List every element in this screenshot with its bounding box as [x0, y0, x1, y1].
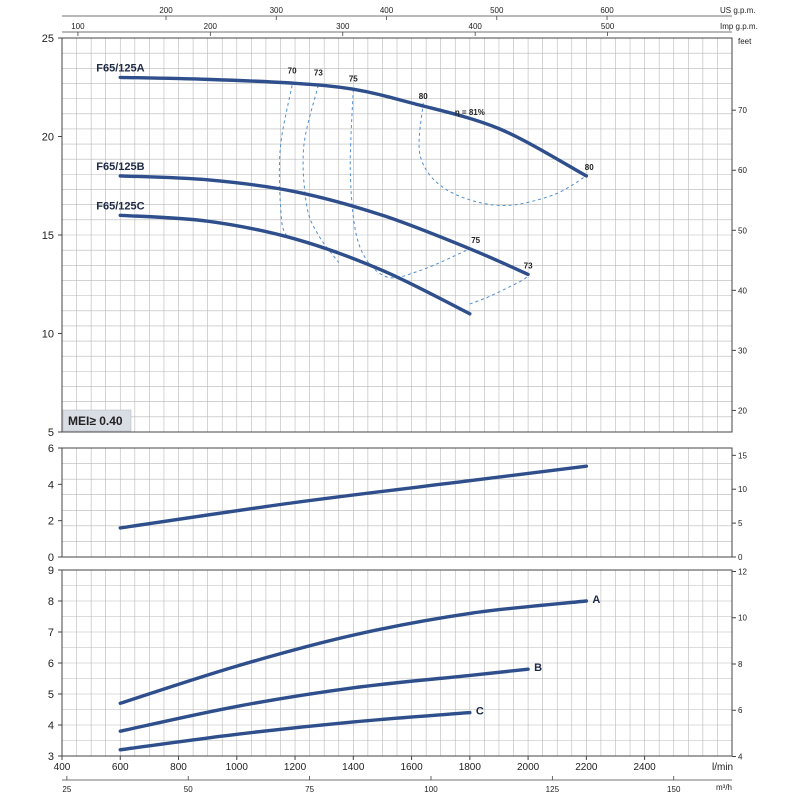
m3h-tick-label: 75: [305, 785, 314, 794]
efficiency-contour-73: [302, 85, 340, 263]
right-tick-label: 5: [738, 519, 743, 528]
y-tick-label: 2: [48, 516, 54, 528]
x-tick-label: 1600: [400, 762, 423, 773]
y-tick-label: 5: [48, 427, 54, 439]
y-tick-label: 10: [42, 329, 54, 341]
top-us-tick-label: 600: [600, 6, 614, 15]
efficiency-label: 80: [585, 163, 594, 172]
x-tick-label: 1000: [226, 762, 249, 773]
right-tick-label: 10: [738, 614, 747, 623]
right-tick-label: 30: [738, 346, 747, 355]
y-tick-label: 4: [48, 479, 54, 491]
y-tick-label: 6: [48, 443, 54, 455]
top-us-tick-label: 200: [159, 6, 173, 15]
y-tick-label: 9: [48, 565, 54, 577]
unit-m3h: m³/h: [716, 783, 732, 792]
m3h-tick-label: 50: [184, 785, 193, 794]
efficiency-contours: [278, 85, 587, 305]
right-tick-label: 50: [738, 226, 747, 235]
series-label: B: [534, 662, 542, 674]
x-tick-label: 800: [170, 762, 187, 773]
x-tick-label: 400: [54, 762, 71, 773]
efficiency-contour-70: [278, 85, 310, 244]
right-tick-label: 4: [738, 752, 743, 761]
x-tick-label: 2200: [575, 762, 598, 773]
y-tick-label: 25: [42, 33, 54, 45]
series-label: C: [476, 706, 484, 718]
efficiency-contour-75: [349, 89, 471, 279]
right-tick-label: 6: [738, 706, 743, 715]
y-tick-label: 7: [48, 627, 54, 639]
top-imp-tick-label: 500: [601, 22, 615, 31]
right-tick-label: 10: [738, 485, 747, 494]
right-tick-label: 12: [738, 567, 747, 576]
curve-a: [118, 599, 589, 705]
series-label: F65/125A: [96, 62, 144, 74]
curve-c: [118, 710, 472, 752]
efficiency-label: 73: [314, 68, 323, 77]
m3h-tick-label: 100: [424, 785, 438, 794]
y-tick-label: 4: [48, 720, 54, 732]
top-us-tick-label: 300: [270, 6, 284, 15]
m3h-tick-label: 25: [62, 785, 71, 794]
unit-us-gpm: US g.p.m.: [720, 6, 756, 15]
curve-f65-125c: [118, 213, 472, 316]
efficiency-label: 73: [524, 261, 533, 270]
top-us-tick-label: 500: [490, 6, 504, 15]
mei-annotation: MEI≥ 0.40: [62, 409, 132, 432]
mei-text: MEI≥ 0.40: [68, 414, 123, 428]
x-tick-label: 1400: [342, 762, 365, 773]
series-label: F65/125B: [96, 161, 144, 173]
y-tick-label: 6: [48, 658, 54, 670]
curve-f65-125a: [118, 75, 589, 178]
unit-imp-gpm: Imp g.p.m.: [720, 22, 758, 31]
right-tick-label: 40: [738, 286, 747, 295]
m3h-tick-label: 125: [546, 785, 560, 794]
curves-layer: [118, 75, 589, 752]
efficiency-label: 70: [288, 66, 297, 75]
curve-f65-125b: [118, 174, 530, 277]
m3h-tick-label: 150: [667, 785, 681, 794]
curve-npsh: [118, 464, 589, 530]
y-tick-label: 3: [48, 751, 54, 763]
top-imp-tick-label: 200: [204, 22, 218, 31]
unit-lmin: l/min: [712, 762, 733, 773]
unit-feet: feet: [738, 37, 752, 46]
top-us-tick-label: 400: [380, 6, 394, 15]
y-tick-label: 0: [48, 552, 54, 564]
curve-b: [118, 667, 530, 733]
top-imp-tick-label: 400: [469, 22, 483, 31]
x-tick-label: 600: [112, 762, 129, 773]
series-label: A: [592, 594, 600, 606]
series-label: F65/125C: [96, 200, 144, 212]
panel-frame: [61, 447, 733, 558]
y-tick-label: 20: [42, 132, 54, 144]
efficiency-label: 75: [349, 74, 358, 83]
right-tick-label: 20: [738, 406, 747, 415]
mei-box: [62, 409, 132, 432]
x-tick-label: 2000: [517, 762, 540, 773]
x-tick-label: 1800: [459, 762, 482, 773]
labels-layer: F65/125A F65/125B F65/125C A B C 70 73 75 80 η = 8…: [62, 62, 600, 718]
right-tick-label: 15: [738, 451, 747, 460]
right-tick-label: 8: [738, 660, 743, 669]
x-tick-label: 2400: [633, 762, 656, 773]
right-tick-label: 70: [738, 106, 747, 115]
y-tick-label: 8: [48, 596, 54, 608]
top-imp-tick-label: 100: [71, 22, 85, 31]
x-tick-label: 1200: [284, 762, 307, 773]
efficiency-label: 80: [419, 92, 428, 101]
efficiency-label: 75: [471, 236, 480, 245]
right-tick-label: 60: [738, 166, 747, 175]
grid-layer: [62, 38, 732, 756]
axes-layer: 5101520252030405060700246051015345678946…: [42, 6, 758, 794]
efficiency-contour-80: [418, 102, 587, 207]
top-imp-tick-label: 300: [336, 22, 350, 31]
efficiency-label: η = 81%: [455, 108, 485, 117]
efficiency-contour-73: [469, 274, 529, 305]
y-tick-label: 5: [48, 689, 54, 701]
y-tick-label: 15: [42, 230, 54, 242]
right-tick-label: 0: [738, 553, 743, 562]
